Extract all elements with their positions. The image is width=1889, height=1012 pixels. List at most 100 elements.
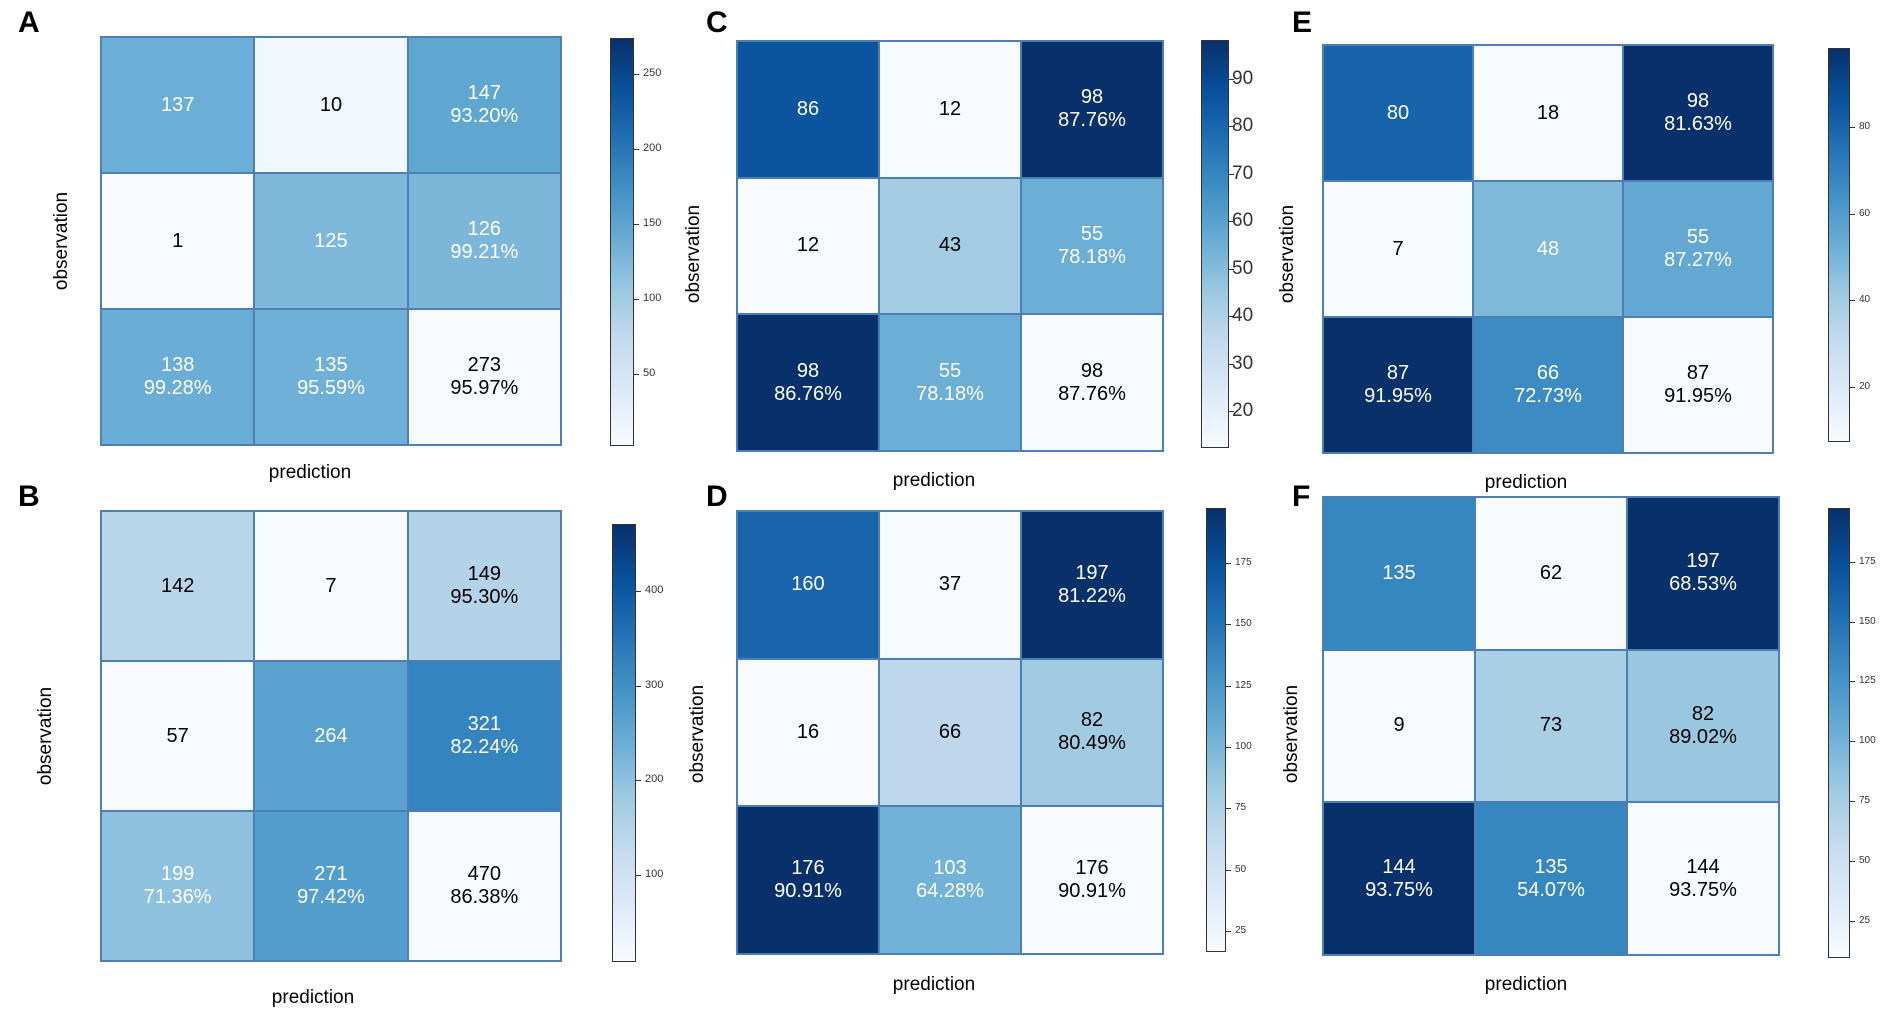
colorbar-tick-label: 30: [1232, 352, 1254, 374]
cell-percent: 64.28%: [916, 880, 984, 903]
colorbar-tick-mark: [1849, 386, 1855, 388]
cell-percent: 87.76%: [1058, 109, 1126, 132]
cell-percent: 95.30%: [450, 586, 519, 608]
matrix-cell: 73: [1475, 649, 1627, 803]
x-axis-label: prediction: [892, 470, 976, 491]
confusion-matrix-grid: 142 7 149 95.30% 57 264 321 82.24% 199 71.36% 271 9…: [100, 510, 562, 962]
cell-count: 86: [796, 97, 820, 120]
colorbar-tick-label: 175: [1235, 556, 1252, 568]
colorbar-tick-label: 200: [645, 773, 664, 786]
matrix-cell: 197 81.22%: [1021, 511, 1163, 659]
cell-count: 9: [1393, 714, 1405, 737]
cell-count: 147: [467, 82, 501, 104]
cell-percent: 89.02%: [1669, 725, 1737, 748]
y-axis-label: observation: [1277, 204, 1298, 304]
cell-count: 98: [1080, 359, 1104, 382]
cell-percent: 97.42%: [297, 886, 365, 908]
cell-percent: 93.75%: [1669, 878, 1737, 901]
matrix-cell: 470 86.38%: [407, 811, 561, 961]
cell-percent: 99.21%: [450, 241, 519, 263]
colorbar-tick-mark: [1228, 221, 1234, 223]
panel-letter: E: [1292, 6, 1313, 39]
matrix-cell: 43: [879, 177, 1021, 315]
matrix-cell: 55 87.27%: [1623, 181, 1773, 317]
cell-count: 142: [160, 574, 195, 597]
cell-percent: 95.97%: [450, 377, 519, 399]
matrix-cell: 98 86.76%: [737, 314, 879, 451]
panel-letter: D: [706, 480, 728, 513]
cell-count: 273: [467, 354, 501, 376]
colorbar-tick-label: 75: [1859, 795, 1871, 807]
matrix-cell: 98 87.76%: [1021, 41, 1163, 178]
colorbar-tick-label: 40: [1232, 305, 1254, 327]
cell-count: 197: [1686, 550, 1720, 573]
colorbar-tick-mark: [1849, 860, 1855, 862]
cell-percent: 95.59%: [297, 377, 365, 399]
matrix-cell: 142: [101, 511, 255, 661]
colorbar-tick-label: 70: [1232, 162, 1254, 184]
colorbar-tick-mark: [1228, 126, 1234, 128]
confusion-matrix-grid: 137 10 147 93.20% 1 125 126 99.21% 138 99.28% 135 9…: [100, 36, 562, 446]
colorbar-tick-label: 50: [643, 366, 656, 379]
y-axis-label: observation: [35, 686, 56, 786]
cell-count: 57: [166, 724, 189, 747]
panel-letter: B: [18, 480, 40, 513]
cell-percent: 81.63%: [1664, 113, 1732, 135]
colorbar-tick-label: 50: [1235, 863, 1247, 875]
cell-count: 138: [160, 354, 195, 376]
matrix-cell: 55 78.18%: [879, 314, 1021, 451]
y-axis-label: observation: [1281, 684, 1302, 784]
cell-percent: 99.28%: [143, 377, 212, 399]
matrix-cell: 7: [254, 511, 408, 661]
colorbar-tick-label: 200: [643, 141, 662, 154]
cell-count: 197: [1075, 561, 1109, 584]
cell-count: 126: [467, 218, 501, 240]
panel-letter: A: [18, 6, 40, 39]
matrix-cell: 66 72.73%: [1473, 317, 1623, 453]
cell-count: 98: [796, 359, 820, 382]
matrix-cell: 9: [1323, 649, 1475, 803]
colorbar-tick-mark: [1225, 746, 1231, 748]
colorbar-tick-label: 100: [1859, 735, 1876, 747]
colorbar-tick-label: 100: [643, 291, 662, 304]
matrix-cell: 199 71.36%: [101, 811, 255, 961]
colorbar-tick-mark: [633, 298, 639, 300]
cell-percent: 82.24%: [450, 736, 519, 758]
cell-count: 87: [1686, 362, 1710, 384]
matrix-cell: 160: [737, 511, 879, 659]
colorbar-tick-mark: [1228, 173, 1234, 175]
cell-count: 37: [938, 573, 962, 596]
panel-letter: F: [1292, 480, 1311, 513]
matrix-cell: 12: [879, 41, 1021, 178]
cell-count: 55: [938, 359, 962, 382]
matrix-cell: 12: [737, 177, 879, 315]
colorbar-tick-label: 125: [1235, 679, 1252, 691]
cell-count: 144: [1382, 855, 1416, 878]
colorbar-tick-label: 125: [1859, 675, 1876, 687]
matrix-cell: 103 64.28%: [879, 806, 1021, 954]
x-axis-label: prediction: [271, 987, 355, 1008]
matrix-cell: 126 99.21%: [407, 173, 561, 309]
colorbar: 25 50 75 100 125 150 175: [1828, 508, 1876, 958]
x-axis-label: prediction: [268, 462, 352, 483]
cell-count: 149: [467, 563, 501, 585]
colorbar-tick-label: 150: [1859, 615, 1876, 627]
colorbar-tick-mark: [635, 591, 641, 593]
cell-count: 55: [1080, 222, 1104, 245]
colorbar-tick-mark: [1228, 316, 1234, 318]
colorbar-tick-label: 90: [1232, 67, 1254, 89]
matrix-cell: 80: [1323, 45, 1473, 181]
cell-count: 66: [1536, 362, 1560, 384]
colorbar-tick-mark: [1225, 685, 1231, 687]
cell-percent: 87.27%: [1664, 249, 1732, 271]
colorbar-tick-label: 175: [1859, 555, 1876, 567]
colorbar: 50 100 150 200 250: [610, 38, 661, 446]
cell-count: 82: [1080, 709, 1104, 732]
x-axis-label: prediction: [892, 974, 976, 995]
matrix-cell: 82 80.49%: [1021, 658, 1163, 807]
matrix-cell: 1: [101, 173, 255, 309]
matrix-cell: 271 97.42%: [254, 811, 408, 961]
cell-percent: 93.20%: [450, 105, 519, 127]
cell-count: 98: [1080, 86, 1104, 109]
confusion-matrix-grid: 80 18 98 81.63% 7 48 55 87.27% 87 91.95% 66 72.73% 8…: [1322, 44, 1774, 454]
